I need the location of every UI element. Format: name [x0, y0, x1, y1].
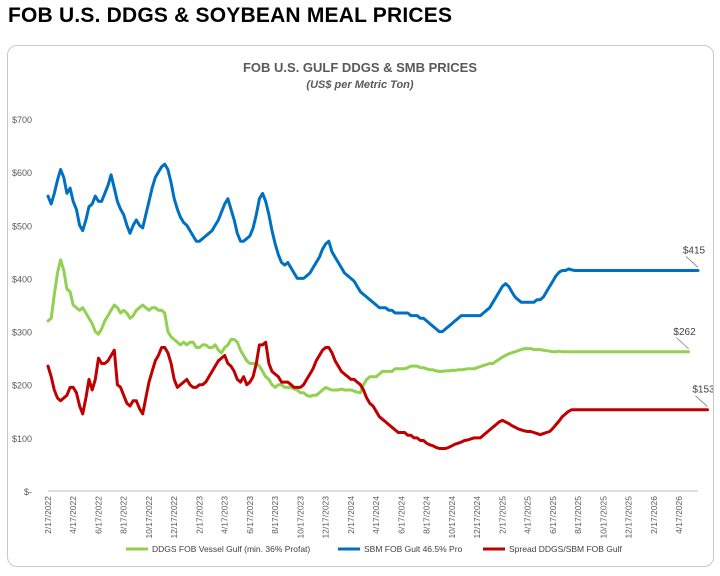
- chart-subtitle: (US$ per Metric Ton): [306, 79, 413, 91]
- x-tick-label: 8/17/2023: [270, 496, 280, 534]
- x-tick-label: 2/17/2023: [194, 496, 204, 534]
- y-axis: $- $100 $200 $300 $400 $500 $600 $700: [12, 115, 32, 497]
- end-label-leader-0: [676, 337, 689, 350]
- x-tick-label: 8/17/2025: [573, 496, 583, 534]
- x-tick-label: 6/17/2024: [396, 496, 406, 534]
- x-tick-label: 6/17/2022: [93, 496, 103, 534]
- legend-label-0: DDGS FOB Vessel Gulf (min. 36% Profat): [152, 544, 310, 554]
- x-tick-label: 2/17/2022: [43, 496, 53, 534]
- end-label-2: $153: [692, 385, 713, 396]
- y-tick-label: $500: [12, 221, 32, 231]
- end-label-leader-1: [685, 256, 699, 268]
- chart-title: FOB U.S. GULF DDGS & SMB PRICES: [243, 60, 477, 75]
- end-label-1: $415: [683, 245, 706, 256]
- x-tick-label: 10/17/2023: [295, 496, 305, 539]
- x-tick-label: 10/17/2025: [598, 496, 608, 539]
- series-layer: [46, 162, 709, 450]
- y-tick-label: $700: [12, 115, 32, 125]
- x-tick-label: 10/17/2024: [447, 496, 457, 539]
- x-tick-label: 8/17/2022: [119, 496, 129, 534]
- x-tick-label: 6/17/2023: [245, 496, 255, 534]
- x-tick-label: 10/17/2022: [144, 496, 154, 539]
- x-tick-label: 2/17/2025: [497, 496, 507, 534]
- x-tick-label: 12/17/2023: [321, 496, 331, 539]
- x-axis: 2/17/2022 4/17/2022 6/17/2022 8/17/2022 10/1…: [43, 490, 698, 539]
- y-tick-label: $300: [12, 328, 32, 338]
- x-tick-label: 4/17/2025: [523, 496, 533, 534]
- y-tick-label: $200: [12, 381, 32, 391]
- x-tick-label: 4/17/2026: [674, 496, 684, 534]
- legend-label-2: Spread DDGS/SBM FOB Gulf: [509, 544, 623, 554]
- x-tick-label: 2/17/2024: [346, 496, 356, 534]
- legend-label-1: SBM FOB Gult 46.5% Pro: [364, 544, 463, 554]
- x-tick-label: 4/17/2023: [220, 496, 230, 534]
- series-line-0: [46, 258, 690, 398]
- x-tick-label: 6/17/2025: [548, 496, 558, 534]
- x-tick-label: 4/17/2024: [371, 496, 381, 534]
- y-tick-label: $100: [12, 434, 32, 444]
- chart-frame: FOB U.S. GULF DDGS & SMB PRICES (US$ per…: [7, 45, 714, 567]
- end-label-leader-2: [695, 395, 708, 407]
- x-tick-label: 12/17/2025: [624, 496, 634, 539]
- end-labels: $262 $415 $153: [673, 245, 713, 407]
- x-tick-label: 2/17/2026: [649, 496, 659, 534]
- series-line-2: [46, 340, 709, 450]
- y-tick-label: $600: [12, 168, 32, 178]
- y-tick-label: $-: [24, 487, 32, 497]
- chart-svg: FOB U.S. GULF DDGS & SMB PRICES (US$ per…: [12, 60, 713, 554]
- x-tick-label: 12/17/2024: [472, 496, 482, 539]
- series-line-1: [46, 162, 700, 334]
- y-tick-label: $400: [12, 274, 32, 284]
- legend: DDGS FOB Vessel Gulf (min. 36% Profat) SB…: [126, 544, 623, 554]
- end-label-0: $262: [673, 327, 696, 338]
- x-tick-label: 4/17/2022: [68, 496, 78, 534]
- page-title: FOB U.S. DDGS & SOYBEAN MEAL PRICES: [8, 4, 453, 27]
- x-tick-label: 8/17/2024: [422, 496, 432, 534]
- x-tick-label: 12/17/2022: [169, 496, 179, 539]
